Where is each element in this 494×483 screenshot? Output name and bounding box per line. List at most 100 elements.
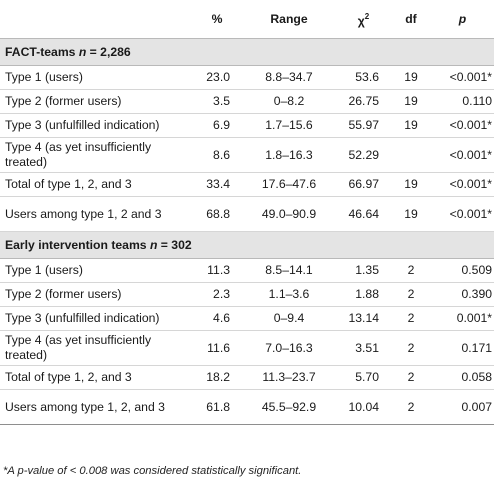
header-chi-symbol: χ	[357, 14, 365, 28]
row-label: Type 2 (former users)	[0, 89, 192, 114]
header-range: Range	[242, 0, 336, 39]
table-row: Users among type 1, 2, and 3 61.8 45.5–92.…	[0, 389, 494, 425]
percent-cell: 18.2	[192, 365, 242, 390]
range-cell: 45.5–92.9	[242, 389, 336, 425]
chi-square-cell: 1.35	[336, 258, 391, 283]
chi-square-cell: 13.14	[336, 306, 391, 331]
percent-cell: 4.6	[192, 306, 242, 331]
table-row: Type 2 (former users) 3.5 0–8.2 26.75 19 0.11…	[0, 89, 494, 114]
df-cell: 19	[391, 65, 431, 90]
header-p-value: p	[431, 0, 494, 39]
footnote: *A p-value of < 0.008 was considered sta…	[3, 465, 302, 477]
range-cell: 0–9.4	[242, 306, 336, 331]
range-cell: 1.1–3.6	[242, 282, 336, 307]
chi-square-cell: 10.04	[336, 389, 391, 425]
header-df: df	[391, 0, 431, 39]
percent-cell: 6.9	[192, 113, 242, 138]
percent-cell: 68.8	[192, 196, 242, 232]
section-title-prefix: FACT-teams	[5, 44, 79, 59]
row-label: Users among type 1, 2 and 3	[0, 196, 192, 232]
row-label: Type 4 (as yet insufficiently treated)	[0, 137, 192, 173]
table-body: FACT-teams n = 2,286 Type 1 (users) 23.0 8.…	[0, 38, 494, 425]
table-row: Users among type 1, 2 and 3 68.8 49.0–90.9…	[0, 196, 494, 232]
table-row: Type 2 (former users) 2.3 1.1–3.6 1.88 2 0.39…	[0, 282, 494, 307]
table-row: Total of type 1, 2, and 3 33.4 17.6–47.6 66…	[0, 172, 494, 197]
chi-square-cell: 55.97	[336, 113, 391, 138]
p-value-cell: <0.001*	[431, 65, 494, 90]
p-value-cell: 0.171	[431, 330, 494, 366]
percent-cell: 33.4	[192, 172, 242, 197]
chi-square-cell: 5.70	[336, 365, 391, 390]
percent-cell: 11.6	[192, 330, 242, 366]
percent-cell: 3.5	[192, 89, 242, 114]
p-value-cell: 0.110	[431, 89, 494, 114]
range-cell: 1.7–15.6	[242, 113, 336, 138]
range-cell: 0–8.2	[242, 89, 336, 114]
results-table: % Range χ2 df p FACT-teams n = 2,286 Type…	[0, 0, 494, 425]
header-percent: %	[192, 0, 242, 39]
table-row: Type 3 (unfulfilled indication) 4.6 0–9.4 1…	[0, 306, 494, 331]
row-label: Type 1 (users)	[0, 258, 192, 283]
p-value-cell: 0.509	[431, 258, 494, 283]
range-cell: 8.5–14.1	[242, 258, 336, 283]
p-value-cell: 0.001*	[431, 306, 494, 331]
section-title-count: = 2,286	[86, 44, 131, 59]
df-cell: 19	[391, 113, 431, 138]
row-label: Type 3 (unfulfilled indication)	[0, 113, 192, 138]
section-title-n: n	[78, 44, 87, 59]
range-cell: 1.8–16.3	[242, 137, 336, 173]
df-cell: 2	[391, 282, 431, 307]
section-title-prefix: Early intervention teams	[5, 237, 150, 252]
df-cell: 19	[391, 196, 431, 232]
percent-cell: 11.3	[192, 258, 242, 283]
p-value-cell: <0.001*	[431, 196, 494, 232]
range-cell: 7.0–16.3	[242, 330, 336, 366]
section-header-row: FACT-teams n = 2,286	[0, 38, 494, 66]
table-row: Type 3 (unfulfilled indication) 6.9 1.7–15…	[0, 113, 494, 138]
range-cell: 11.3–23.7	[242, 365, 336, 390]
chi-square-cell: 1.88	[336, 282, 391, 307]
percent-cell: 8.6	[192, 137, 242, 173]
df-cell	[391, 137, 431, 173]
header-label	[0, 0, 192, 39]
chi-square-cell: 53.6	[336, 65, 391, 90]
p-value-cell: <0.001*	[431, 172, 494, 197]
table-row: Type 1 (users) 11.3 8.5–14.1 1.35 2 0.509	[0, 258, 494, 283]
section-title: FACT-teams n = 2,286	[0, 38, 494, 66]
header-chi-superscript: 2	[364, 12, 370, 21]
row-label: Type 3 (unfulfilled indication)	[0, 306, 192, 331]
table-row: Type 1 (users) 23.0 8.8–34.7 53.6 19 <0.001*	[0, 65, 494, 90]
range-cell: 49.0–90.9	[242, 196, 336, 232]
chi-square-cell: 46.64	[336, 196, 391, 232]
section-title: Early intervention teams n = 302	[0, 231, 494, 259]
range-cell: 17.6–47.6	[242, 172, 336, 197]
table-row: Total of type 1, 2, and 3 18.2 11.3–23.7 5.…	[0, 365, 494, 390]
p-value-cell: 0.058	[431, 365, 494, 390]
df-cell: 2	[391, 365, 431, 390]
chi-square-cell: 52.29	[336, 137, 391, 173]
row-label: Type 1 (users)	[0, 65, 192, 90]
row-label: Total of type 1, 2, and 3	[0, 365, 192, 390]
df-cell: 19	[391, 89, 431, 114]
p-value-cell: 0.390	[431, 282, 494, 307]
percent-cell: 2.3	[192, 282, 242, 307]
df-cell: 2	[391, 330, 431, 366]
chi-square-cell: 66.97	[336, 172, 391, 197]
row-label: Type 2 (former users)	[0, 282, 192, 307]
header-row: % Range χ2 df p	[0, 0, 494, 39]
row-label: Total of type 1, 2, and 3	[0, 172, 192, 197]
row-label: Users among type 1, 2, and 3	[0, 389, 192, 425]
range-cell: 8.8–34.7	[242, 65, 336, 90]
p-value-cell: <0.001*	[431, 137, 494, 173]
table-row: Type 4 (as yet insufficiently treated) 11…	[0, 330, 494, 366]
percent-cell: 61.8	[192, 389, 242, 425]
header-chi-square: χ2	[336, 0, 391, 39]
df-cell: 2	[391, 389, 431, 425]
chi-square-cell: 26.75	[336, 89, 391, 114]
table-row: Type 4 (as yet insufficiently treated) 8.…	[0, 137, 494, 173]
row-label: Type 4 (as yet insufficiently treated)	[0, 330, 192, 366]
chi-square-cell: 3.51	[336, 330, 391, 366]
percent-cell: 23.0	[192, 65, 242, 90]
df-cell: 2	[391, 258, 431, 283]
